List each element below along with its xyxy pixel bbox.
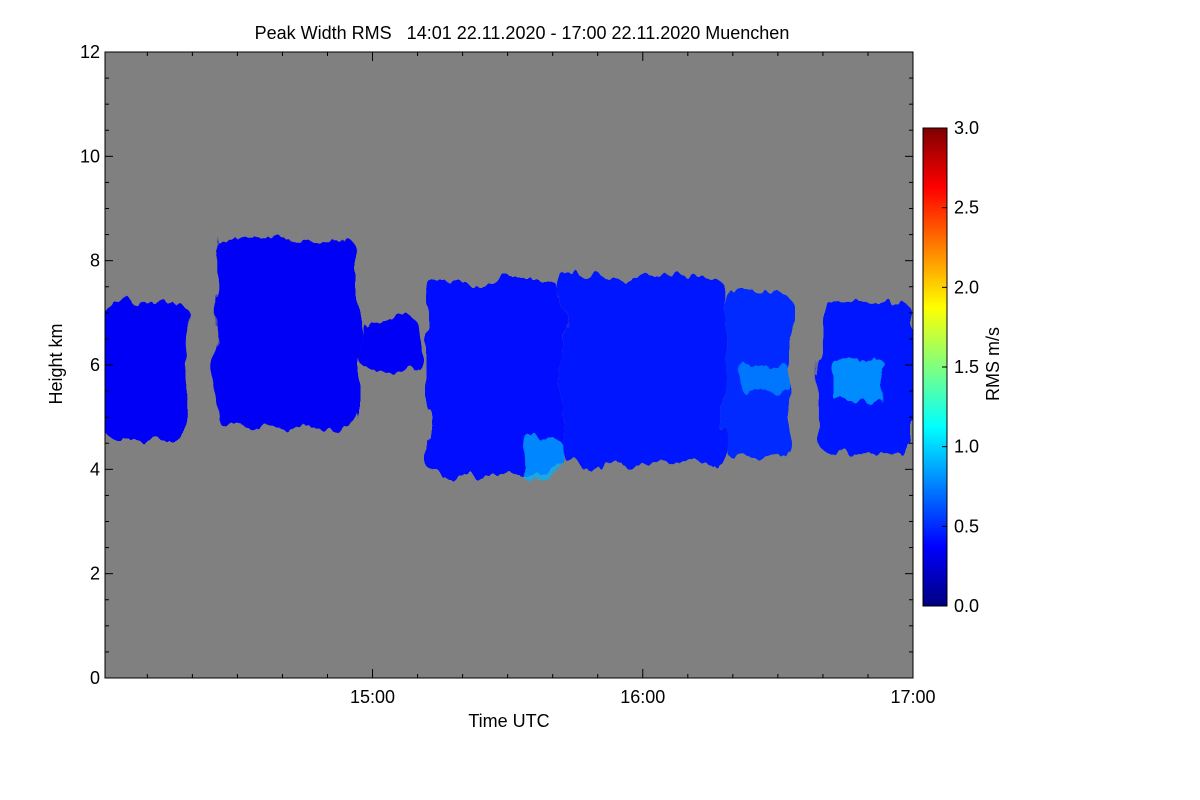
heatmap-cloud-region (359, 318, 422, 371)
colorbar-tick-label: 3.0 (954, 118, 979, 138)
colorbar-tick-label: 2.5 (954, 198, 979, 218)
x-tick-label: 16:00 (620, 687, 665, 707)
heatmap-cloud-region (426, 281, 562, 475)
y-tick-label: 0 (90, 668, 100, 688)
colorbar-tick-label: 0.5 (954, 516, 979, 536)
heatmap-enhanced-region (737, 365, 792, 392)
heatmap-cloud-region (215, 239, 360, 428)
heatmap-enhanced-region (521, 438, 562, 480)
y-tick-label: 4 (90, 459, 100, 479)
heatmap-layer (105, 239, 913, 480)
colorbar-tick-label: 0.0 (954, 596, 979, 616)
colorbar-tick-label: 2.0 (954, 277, 979, 297)
heatmap-cloud-region (105, 302, 189, 439)
x-axis-title: Time UTC (468, 711, 549, 731)
y-tick-label: 10 (80, 146, 100, 166)
y-tick-label: 12 (80, 42, 100, 62)
colorbar-tick-label: 1.0 (954, 437, 979, 457)
x-tick-label: 15:00 (350, 687, 395, 707)
y-tick-label: 2 (90, 564, 100, 584)
y-axis: 0 2 4 6 8 10 12 (80, 42, 913, 688)
y-axis-title: Height km (46, 323, 66, 404)
x-axis: 15:00 16:00 17:00 (146, 52, 936, 707)
heatmap-cloud-region (561, 276, 724, 465)
colorbar-label: RMS m/s (983, 327, 1003, 401)
cloud-layer (105, 239, 913, 480)
x-tick-label: 17:00 (890, 687, 935, 707)
colorbar-tick-label: 1.5 (954, 357, 979, 377)
colorbar-ticks: 0.0 0.5 1.0 1.5 2.0 2.5 3.0 (942, 118, 979, 616)
chart-title: Peak Width RMS 14:01 22.11.2020 - 17:00 … (255, 23, 790, 43)
heatmap-enhanced-region (831, 359, 886, 402)
y-tick-label: 6 (90, 355, 100, 375)
y-tick-label: 8 (90, 251, 100, 271)
